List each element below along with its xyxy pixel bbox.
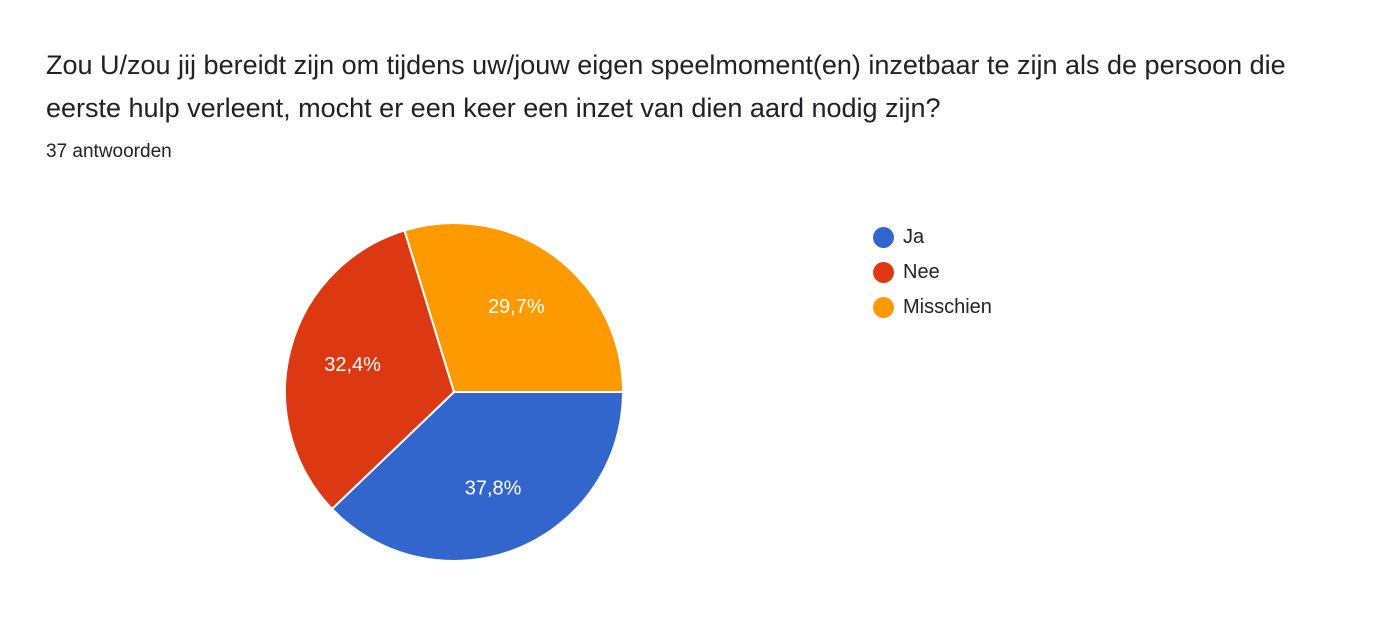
legend-swatch-misschien bbox=[873, 297, 894, 318]
legend: Ja Nee Misschien bbox=[873, 220, 992, 325]
legend-item-ja[interactable]: Ja bbox=[873, 220, 992, 255]
pie-slice-nee[interactable] bbox=[284, 229, 456, 511]
pie-slice-label-ja: 37,8% bbox=[465, 477, 522, 499]
legend-swatch-nee bbox=[873, 262, 894, 283]
pie-slice-misschien[interactable] bbox=[403, 222, 625, 393]
legend-swatch-ja bbox=[873, 227, 894, 248]
legend-item-misschien[interactable]: Misschien bbox=[873, 290, 992, 325]
question-title: Zou U/zou jij bereidt zijn om tijdens uw… bbox=[46, 50, 1286, 123]
legend-label-misschien: Misschien bbox=[903, 296, 992, 318]
response-count: 37 antwoorden bbox=[46, 141, 172, 162]
pie-slice-ja[interactable] bbox=[330, 391, 625, 562]
pie-slice-label-nee: 32,4% bbox=[324, 354, 381, 376]
legend-label-nee: Nee bbox=[903, 261, 940, 283]
legend-item-nee[interactable]: Nee bbox=[873, 255, 992, 290]
pie-slice-label-misschien: 29,7% bbox=[488, 296, 545, 318]
legend-label-ja: Ja bbox=[903, 226, 925, 248]
